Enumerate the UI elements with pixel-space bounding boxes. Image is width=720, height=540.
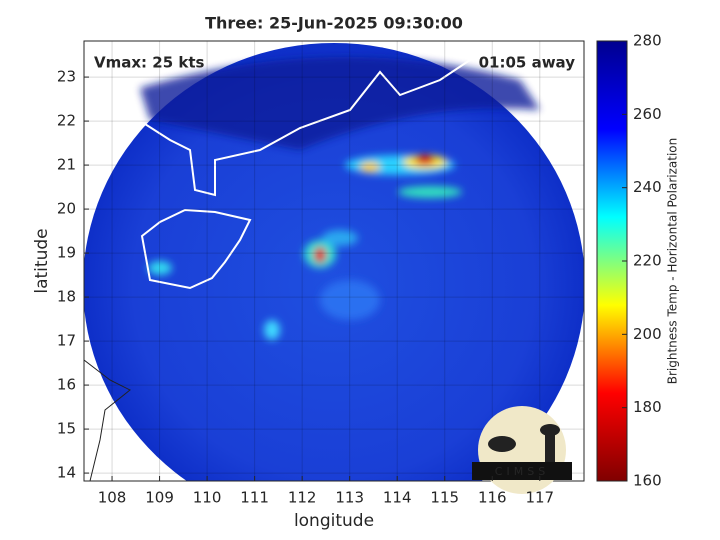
y-tick-label: 21 xyxy=(57,156,76,174)
y-tick-label: 14 xyxy=(57,464,76,482)
colorbar-tick-label: 280 xyxy=(633,32,662,50)
y-tick-label: 16 xyxy=(57,376,76,394)
x-tick-label: 110 xyxy=(193,489,222,507)
chart-title: Three: 25-Jun-2025 09:30:00 xyxy=(205,14,463,33)
y-tick-label: 20 xyxy=(57,200,76,218)
y-tick-label: 18 xyxy=(57,288,76,306)
colorbar-tick-label: 160 xyxy=(633,472,662,490)
grid xyxy=(84,41,584,481)
x-tick-label: 109 xyxy=(145,489,174,507)
x-tick-label: 111 xyxy=(240,489,269,507)
x-tick-label: 113 xyxy=(335,489,364,507)
colorbar-tick-label: 180 xyxy=(633,398,662,416)
y-tick-label: 23 xyxy=(57,68,76,86)
logo: CIMSS xyxy=(472,406,572,494)
y-tick-label: 19 xyxy=(57,244,76,262)
annotation: 01:05 away xyxy=(479,54,576,72)
colorbar-tick-label: 260 xyxy=(633,105,662,123)
y-tick-label: 22 xyxy=(57,112,76,130)
x-tick-label: 117 xyxy=(525,489,554,507)
y-axis-label: latitude xyxy=(32,228,52,293)
x-tick-label: 114 xyxy=(383,489,412,507)
x-tick-label: 112 xyxy=(288,489,317,507)
x-tick-label: 116 xyxy=(478,489,507,507)
x-axis-label: longitude xyxy=(294,511,374,531)
colorbar-tick-label: 220 xyxy=(633,252,662,270)
swath xyxy=(84,41,584,481)
logo-text: CIMSS xyxy=(495,465,549,478)
colorbar-label: Brightness Temp - Horizontal Polarizatio… xyxy=(666,138,680,385)
y-tick-label: 17 xyxy=(57,332,76,350)
colorbar-tick-label: 200 xyxy=(633,325,662,343)
x-tick-label: 108 xyxy=(98,489,127,507)
colorbar-tick-label: 240 xyxy=(633,178,662,196)
annotation: Vmax: 25 kts xyxy=(94,54,204,72)
y-tick-label: 15 xyxy=(57,420,76,438)
plot-frame xyxy=(83,40,585,482)
x-tick-label: 115 xyxy=(430,489,459,507)
